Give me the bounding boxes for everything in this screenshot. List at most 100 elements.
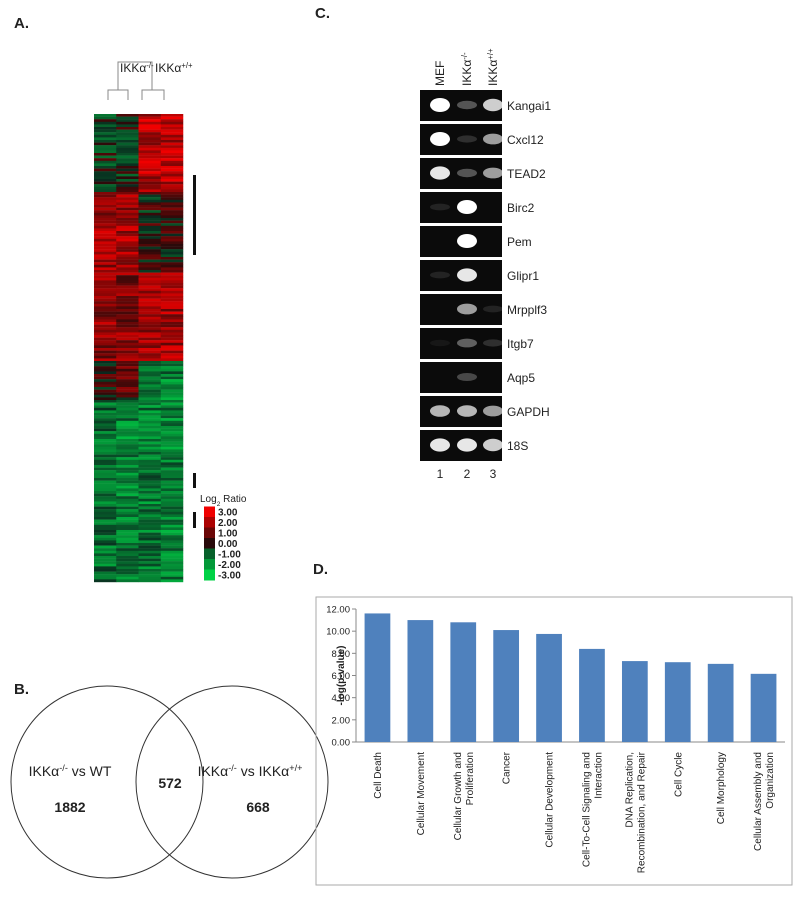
heatmap-cell xyxy=(138,358,161,362)
heatmap-cell xyxy=(116,160,139,164)
heatmap-cell xyxy=(138,202,161,206)
heatmap-cell xyxy=(116,459,139,463)
heatmap-cell xyxy=(138,153,161,156)
heatmap-cell xyxy=(116,166,139,169)
heatmap-cell xyxy=(160,124,184,128)
heatmap-cell xyxy=(94,285,117,289)
heatmap-cell xyxy=(94,374,117,377)
heatmap-cell xyxy=(138,324,161,328)
heatmap-cell xyxy=(160,389,184,393)
gel-band xyxy=(483,133,503,145)
bar xyxy=(664,662,691,742)
heatmap-cell xyxy=(160,298,184,302)
heatmap-cell xyxy=(138,472,161,476)
heatmap-cell xyxy=(160,420,184,424)
heatmap-cell xyxy=(116,171,139,174)
heatmap-cell xyxy=(94,530,117,533)
heatmap-cell xyxy=(94,218,117,221)
heatmap-cell xyxy=(160,353,184,356)
heatmap-cell xyxy=(94,423,117,427)
heatmap-cell xyxy=(160,137,184,141)
heatmap-cell xyxy=(94,441,117,445)
heatmap-cell xyxy=(160,550,184,554)
heatmap-cell xyxy=(94,168,117,172)
text-part: Ratio xyxy=(220,494,247,505)
heatmap-cell xyxy=(116,366,139,369)
heatmap-cell xyxy=(138,293,161,297)
heatmap-cell xyxy=(116,132,139,135)
heatmap-cell xyxy=(138,205,161,208)
heatmap-cell xyxy=(138,530,161,533)
heatmap-cell xyxy=(138,553,161,557)
heatmap-cell xyxy=(116,233,139,237)
gel-band xyxy=(457,200,477,214)
heatmap-cell xyxy=(160,145,184,148)
heatmap-cell xyxy=(160,436,184,440)
heatmap-cell xyxy=(94,184,117,187)
legend-swatch xyxy=(204,538,215,549)
heatmap-cell xyxy=(116,228,139,232)
heatmap-cell xyxy=(116,197,139,200)
heatmap-cell xyxy=(160,220,184,224)
heatmap-cell xyxy=(94,350,117,354)
heatmap-cell xyxy=(160,228,184,232)
y-tick-label: 0.00 xyxy=(332,738,351,749)
heatmap-cell xyxy=(138,384,161,388)
heatmap-cell xyxy=(94,129,117,133)
heatmap-cell xyxy=(138,488,161,492)
heatmap-cell xyxy=(138,296,161,299)
heatmap-cell xyxy=(138,543,161,546)
heatmap-cell xyxy=(116,218,139,221)
bar-chart: 0.00 2.00 4.00 6.00 8.00 10.00 12.00 -log(p-val… xyxy=(326,605,785,873)
y-tick-label: 8.00 xyxy=(332,649,351,660)
heatmap-cell xyxy=(116,566,139,570)
heatmap-cell xyxy=(116,556,139,559)
heatmap-cell xyxy=(116,223,139,226)
heatmap-cell xyxy=(138,397,161,401)
heatmap-cell xyxy=(160,257,184,260)
heatmap-cell xyxy=(94,233,117,237)
lane-label: IKKα-/- xyxy=(460,52,475,86)
gene-label: Cxcl12 xyxy=(507,133,544,147)
heatmap-cell xyxy=(160,472,184,476)
gel-band xyxy=(457,303,477,315)
heatmap-cell xyxy=(116,288,139,291)
heatmap-cell xyxy=(116,257,139,260)
heatmap-cell xyxy=(116,155,139,159)
heatmap-cell xyxy=(116,478,139,481)
heatmap-cell xyxy=(94,337,117,341)
heatmap-cell xyxy=(116,332,139,336)
heatmap-cell xyxy=(116,413,139,416)
heatmap-cell xyxy=(160,348,184,351)
heatmap-cell xyxy=(138,436,161,440)
heatmap-cell xyxy=(160,561,184,564)
heatmap-cell xyxy=(116,441,139,445)
heatmap-cell xyxy=(94,238,117,242)
heatmap-cell xyxy=(116,181,139,185)
heatmap-cell xyxy=(94,543,117,546)
heatmap-cell xyxy=(116,519,139,523)
heatmap-cell xyxy=(138,192,161,195)
heatmap-cell xyxy=(160,491,184,494)
heatmap-cell xyxy=(160,355,184,359)
heatmap-cell xyxy=(138,171,161,174)
heatmap-cell xyxy=(116,309,139,312)
heatmap-cell xyxy=(94,163,117,167)
heatmap-cell xyxy=(94,251,117,255)
heatmap-cell xyxy=(160,543,184,546)
heatmap-cell xyxy=(138,137,161,141)
heatmap-cell xyxy=(160,332,184,336)
gene-label: Glipr1 xyxy=(507,269,539,283)
heatmap-cell xyxy=(138,491,161,494)
heatmap-cell xyxy=(138,400,161,403)
heatmap-cell xyxy=(160,337,184,341)
heatmap-cell xyxy=(160,160,184,164)
heatmap-cell xyxy=(116,498,139,502)
heatmap-cell xyxy=(160,433,184,437)
lane-label: IKKα+/+ xyxy=(486,48,501,86)
heatmap-cell xyxy=(160,465,184,468)
legend-swatch xyxy=(204,527,215,539)
legend-swatch xyxy=(204,506,215,518)
heatmap-cell xyxy=(138,374,161,377)
heatmap-cell xyxy=(160,509,184,512)
